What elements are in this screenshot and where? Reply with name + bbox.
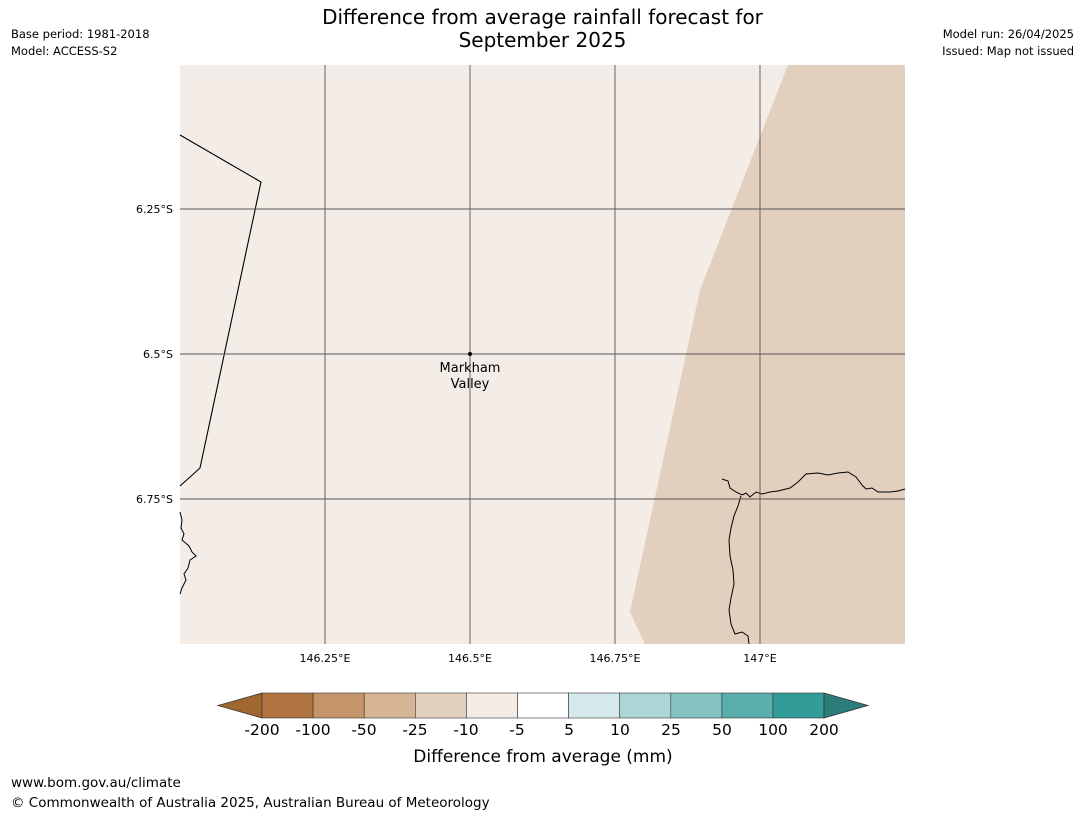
- legend-tick-7: 5: [564, 721, 574, 739]
- coastline-southeast: [721, 471, 906, 498]
- legend-bin-1: [261, 692, 314, 719]
- lat-label-3: 6.75°S: [136, 493, 173, 506]
- legend-arrow-low: [216, 692, 263, 719]
- place-marker: [468, 352, 472, 356]
- legend-arrow-high: [823, 692, 870, 719]
- map-panel: Markham Valley: [179, 65, 906, 645]
- legend-bin-8: [619, 692, 672, 719]
- lon-axis-labels: 146.25°E 146.5°E 146.75°E 147°E: [300, 652, 777, 665]
- coastline-river: [728, 495, 750, 645]
- legend-tick-2: -100: [295, 721, 330, 739]
- map-title: Difference from average rainfall forecas…: [0, 6, 1085, 52]
- meta-left: Base period: 1981-2018 Model: ACCESS-S2: [11, 26, 150, 60]
- legend-bin-10: [721, 692, 774, 719]
- model-run-text: Model run: 26/04/2025: [942, 27, 1074, 41]
- legend-bin-11: [772, 692, 825, 719]
- legend-tick-4: -25: [402, 721, 427, 739]
- lon-label-2: 146.5°E: [448, 652, 492, 665]
- legend-tick-10: 50: [712, 721, 732, 739]
- top-strip: [180, 65, 788, 79]
- legend-bin-6: [517, 692, 569, 719]
- legend-tick-1: -200: [244, 721, 279, 739]
- legend-tick-6: -5: [509, 721, 524, 739]
- legend-bin-4: [414, 692, 467, 719]
- map-title-line1: Difference from average rainfall forecas…: [322, 5, 763, 29]
- legend-bin-9: [670, 692, 723, 719]
- legend-tick-11: 100: [758, 721, 788, 739]
- place-label-line2: Valley: [451, 377, 490, 392]
- legend-bin-3: [363, 692, 416, 719]
- legend-tick-5: -10: [453, 721, 478, 739]
- legend-tick-3: -50: [351, 721, 376, 739]
- lon-label-3: 146.75°E: [590, 652, 641, 665]
- lat-label-2: 6.5°S: [143, 348, 173, 361]
- model-text: Model: ACCESS-S2: [11, 44, 118, 58]
- lon-label-1: 146.25°E: [300, 652, 351, 665]
- legend-tick-labels: -200 -100 -50 -25 -10 -5 5 10 25 50 100 …: [244, 721, 838, 739]
- footer-copyright: © Commonwealth of Australia 2025, Austra…: [11, 795, 490, 811]
- base-period-text: Base period: 1981-2018: [11, 27, 150, 41]
- footer-url[interactable]: www.bom.gov.au/climate: [11, 775, 181, 791]
- lat-label-1: 6.25°S: [136, 203, 173, 216]
- coastline-west: [179, 134, 262, 487]
- legend: -200 -100 -50 -25 -10 -5 5 10 25 50 100 …: [216, 692, 870, 767]
- coastline-southwest: [179, 511, 197, 595]
- lon-label-4: 147°E: [743, 652, 776, 665]
- legend-title: Difference from average (mm): [413, 747, 672, 767]
- gridlines: [180, 65, 905, 644]
- place-label-line1: Markham: [440, 361, 501, 376]
- legend-tick-12: 200: [809, 721, 839, 739]
- legend-bin-2: [312, 692, 365, 719]
- legend-bin-5: [466, 692, 518, 719]
- issued-text: Issued: Map not issued: [942, 44, 1074, 58]
- lat-axis-labels: 6.25°S 6.5°S 6.75°S: [136, 203, 173, 506]
- legend-tick-9: 25: [661, 721, 681, 739]
- meta-right: Model run: 26/04/2025 Issued: Map not is…: [942, 26, 1074, 60]
- legend-bin-7: [568, 692, 620, 719]
- map-title-line2: September 2025: [458, 28, 627, 52]
- legend-tick-8: 10: [610, 721, 630, 739]
